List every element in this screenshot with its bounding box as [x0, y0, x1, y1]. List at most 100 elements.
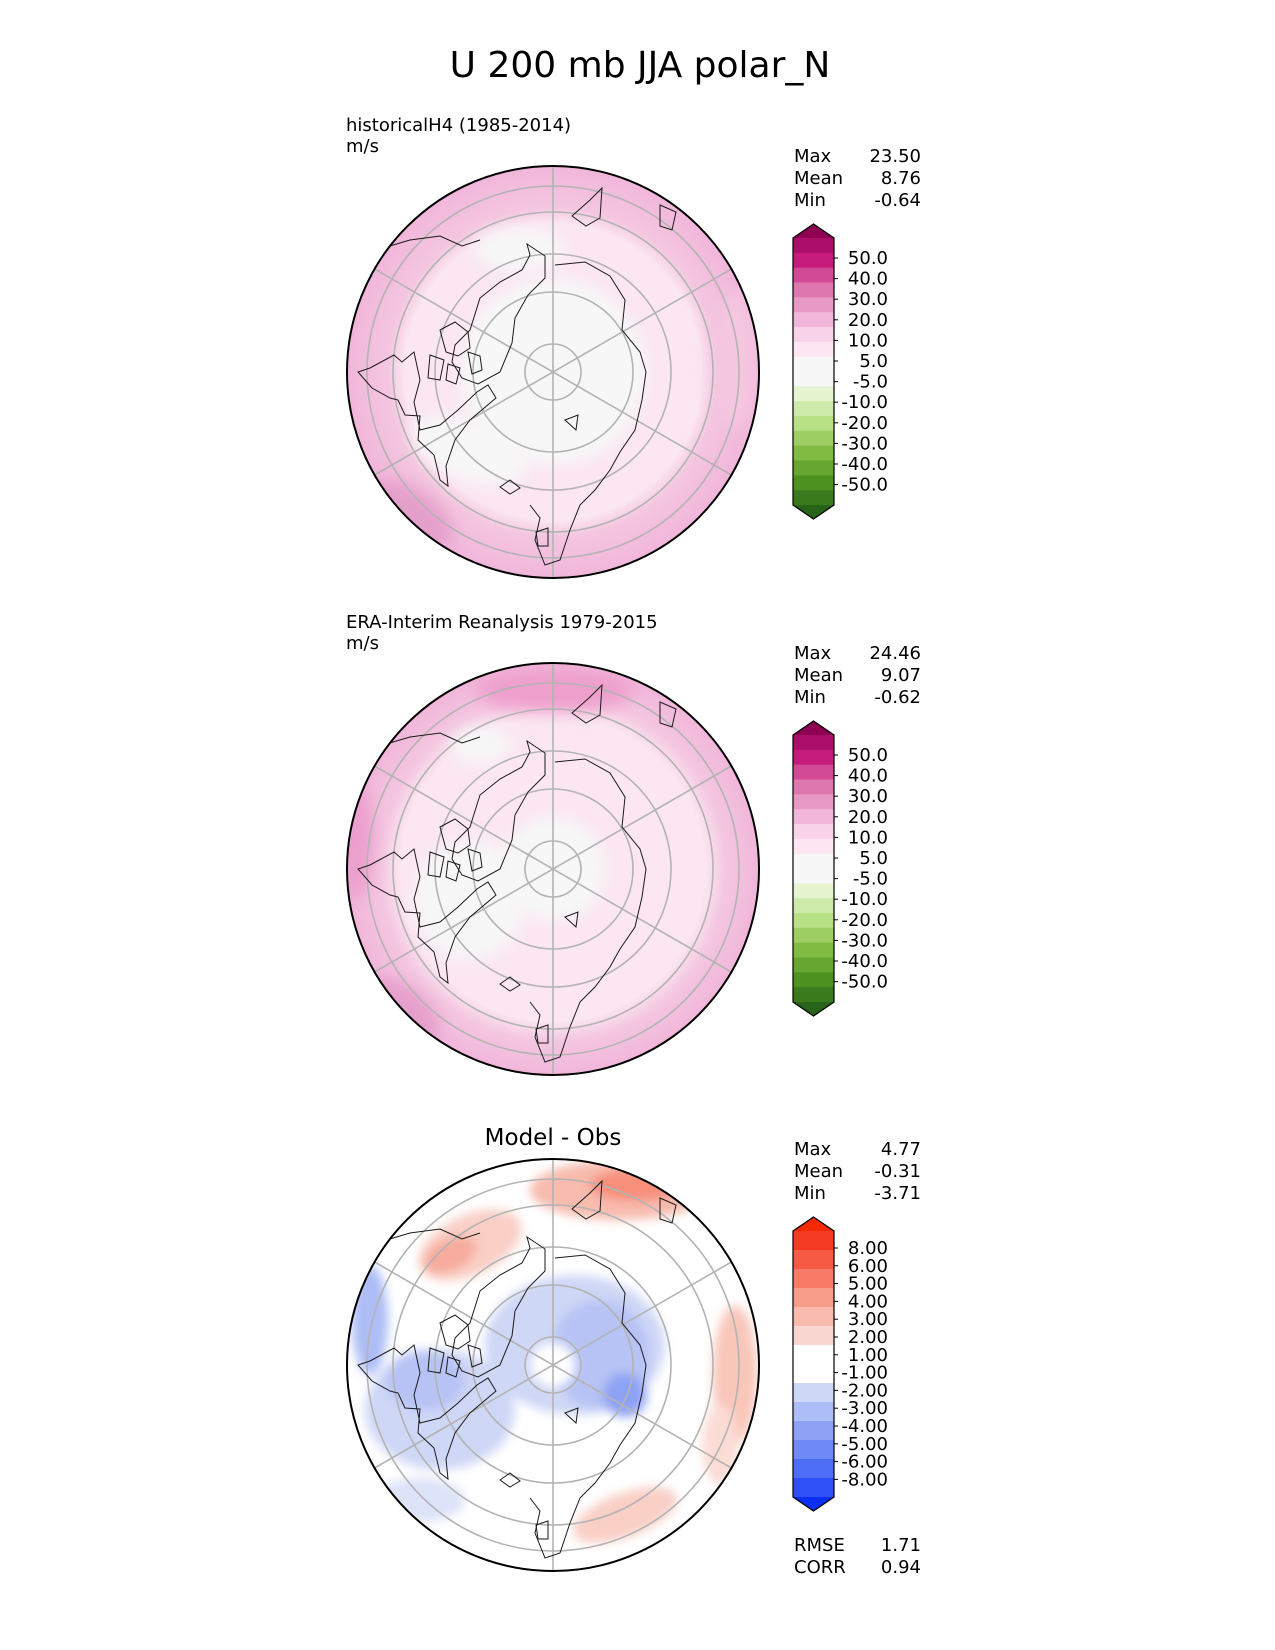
- colorbar-tick-label: -40.0: [841, 951, 888, 972]
- colorbar-segment: [793, 794, 834, 810]
- colorbar-tick-label: 1.00: [848, 1345, 888, 1366]
- colorbar-tick-label: 20.0: [848, 310, 888, 331]
- figure-title: U 200 mb JJA polar_N: [450, 45, 831, 86]
- colorbar-tick-label: 20.0: [848, 807, 888, 828]
- coastlines: [357, 683, 677, 1063]
- colorbar-segment: [793, 282, 834, 298]
- colorbar-tick-label: -6.00: [841, 1452, 888, 1473]
- colorbar-reference: 50.040.030.020.010.05.0-5.0-10.0-20.0-30…: [792, 720, 888, 1017]
- colorbar-segment: [793, 238, 834, 254]
- field-blob: [352, 1265, 388, 1375]
- colorbar-tick-label: 5.0: [859, 848, 888, 869]
- stat-label: Min: [794, 687, 826, 708]
- stat-label: Mean: [794, 665, 843, 686]
- field-blob: [475, 668, 635, 712]
- colorbar-tick-label: -4.00: [841, 1416, 888, 1437]
- colorbar-tick-label: -20.0: [841, 413, 888, 434]
- colorbar-segment: [793, 490, 834, 506]
- colorbar-tick-label: -1.00: [841, 1363, 888, 1384]
- colorbar-tick-label: 2.00: [848, 1327, 888, 1348]
- stats-difference: Max 4.77 Mean -0.31 Min -3.71: [794, 1139, 921, 1204]
- colorbar-segment: [793, 838, 834, 855]
- map-outline: [346, 662, 760, 1076]
- field-blob: [375, 1478, 465, 1522]
- panel-test-units: m/s: [346, 136, 379, 157]
- stat-value: -0.31: [874, 1161, 921, 1182]
- colorbar-segment: [793, 371, 834, 387]
- stat-label: Max: [794, 146, 832, 167]
- colorbar-segment: [793, 1478, 834, 1498]
- grid-meridians: [374, 166, 732, 578]
- coastline-north-america: [357, 732, 497, 985]
- map-reference: [347, 663, 759, 1075]
- colorbar-segment: [793, 735, 834, 751]
- colorbar-segment: [793, 386, 834, 402]
- grid-meridians: [374, 663, 732, 1075]
- stat-value: 4.77: [881, 1139, 921, 1160]
- graticule: [366, 663, 740, 1075]
- coastline-islands: [499, 414, 579, 547]
- colorbar-tick-label: -2.00: [841, 1380, 888, 1401]
- colorbar-segment: [793, 853, 834, 870]
- colorbar-segment: [793, 341, 834, 358]
- stat-label: CORR: [794, 1557, 846, 1578]
- colorbar-tick-label: 5.0: [859, 351, 888, 372]
- colorbar-tick-label: -50.0: [841, 475, 888, 496]
- colorbar-extend-min: [793, 505, 834, 519]
- coastline-arctic-archipelago: [427, 818, 483, 882]
- colorbar-tick-label: -5.0: [853, 869, 888, 890]
- colorbar-tick-label: -40.0: [841, 454, 888, 475]
- map-difference: [347, 1159, 759, 1571]
- colorbar-segment: [793, 327, 834, 343]
- colorbar-segment: [793, 445, 834, 462]
- colorbar-tick-label: 5.00: [848, 1274, 888, 1295]
- colorbar-test: 50.040.030.020.010.05.0-5.0-10.0-20.0-30…: [792, 223, 888, 520]
- colorbar-segment: [793, 1440, 834, 1460]
- colorbar-tick-label: -50.0: [841, 972, 888, 993]
- colorbar-segment: [793, 1269, 834, 1289]
- colorbar-segment: [793, 987, 834, 1003]
- colorbar-segment: [793, 1231, 834, 1251]
- stat-value: 0.94: [881, 1557, 921, 1578]
- colorbar-tick-label: 40.0: [848, 269, 888, 290]
- coastline-islands: [499, 1407, 579, 1540]
- colorbar-segment: [793, 1364, 834, 1384]
- colorbar-tick-label: -8.00: [841, 1469, 888, 1490]
- colorbar-tick-label: 50.0: [848, 248, 888, 269]
- colorbar-outline: [792, 1216, 835, 1512]
- colorbar-tick-label: 3.00: [848, 1309, 888, 1330]
- colorbar-segment: [793, 824, 834, 840]
- stat-value: 1.71: [881, 1535, 921, 1556]
- grid-meridians: [374, 1159, 732, 1571]
- colorbar-segment: [793, 312, 834, 328]
- map-outline: [346, 165, 760, 579]
- colorbar-segment: [793, 809, 834, 825]
- panel-reference-units: m/s: [346, 633, 379, 654]
- coastline-eurasia: [529, 683, 677, 1063]
- colorbar-segment: [793, 430, 834, 447]
- colorbar-segment: [793, 927, 834, 944]
- panel-reference-title: ERA-Interim Reanalysis 1979-2015: [346, 612, 658, 633]
- field-blob: [450, 727, 510, 763]
- coastline-arctic-archipelago: [427, 1314, 483, 1378]
- stat-value: 24.46: [869, 643, 921, 664]
- graticule: [366, 1159, 740, 1571]
- colorbar-tick-label: 10.0: [848, 827, 888, 848]
- coastline-islands: [499, 911, 579, 1044]
- coastline-eurasia: [529, 1179, 677, 1559]
- colorbar-tick-label: 50.0: [848, 745, 888, 766]
- colorbar-segment: [793, 942, 834, 959]
- colorbar-tick-label: 8.00: [848, 1238, 888, 1259]
- coastline-north-america: [357, 235, 497, 488]
- colorbar-segment: [793, 972, 834, 988]
- colorbar-tick-label: 30.0: [848, 786, 888, 807]
- field-blob: [475, 228, 565, 272]
- stat-label: Min: [794, 1183, 826, 1204]
- colorbar-extend-max: [793, 224, 834, 238]
- panel-test: historicalH4 (1985-2014) m/s: [346, 115, 921, 579]
- stat-value: 23.50: [869, 146, 921, 167]
- colorbar-segment: [793, 356, 834, 373]
- panel-test-title: historicalH4 (1985-2014): [346, 115, 571, 136]
- graticule: [366, 166, 740, 578]
- colorbar-segment: [793, 764, 834, 781]
